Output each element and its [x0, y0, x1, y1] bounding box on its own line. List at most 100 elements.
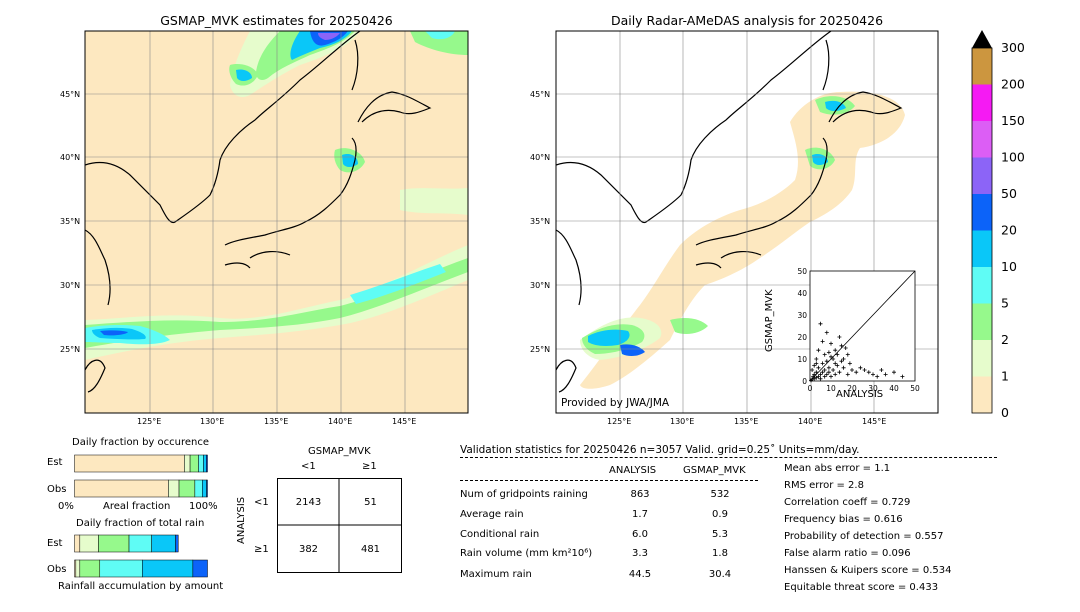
colorbar-box	[972, 340, 992, 377]
right-lon-label-135: 135°E	[734, 417, 759, 426]
amount-title: Daily fraction of total rain	[76, 518, 205, 529]
scatter-point	[810, 377, 815, 382]
right-lon-label-140: 140°E	[798, 417, 823, 426]
right-lat-label-35: 35°N	[530, 217, 551, 226]
scatter-point	[820, 361, 825, 366]
contingency-row-label-ge1: ≥1	[254, 544, 269, 555]
colorbar-tick-label: 10	[1001, 259, 1017, 274]
scatter-y-tick-label: 30	[797, 311, 807, 320]
scatter-point	[841, 357, 846, 361]
left-rain-areas	[85, 31, 468, 360]
stat-label-maximum: Maximum rain	[460, 569, 532, 580]
left-map	[84, 30, 469, 414]
right-map	[555, 30, 939, 414]
right-map-title: Daily Radar-AMeDAS analysis for 20250426	[610, 13, 884, 28]
right-lon-label-130: 130°E	[670, 417, 695, 426]
scatter-point	[818, 321, 823, 326]
fraction-segment	[178, 479, 196, 498]
scatter-point	[829, 354, 833, 359]
scatter-point	[835, 363, 840, 368]
occurrence-title: Daily fraction by occurence	[72, 437, 210, 448]
scatter-point	[892, 370, 896, 375]
colorbar-tick-label: 150	[1001, 113, 1025, 128]
left-lon-label-145: 145°E	[392, 417, 417, 426]
left-lon-label-135: 135°E	[264, 417, 289, 426]
scatter-inset: 00 10 10 20 20 30 30 40 40 50 50	[797, 267, 920, 393]
scatter-x-tick-label: 20	[847, 384, 857, 393]
contingency-cell-d: 481	[360, 544, 381, 555]
score-mean-abs-error: Mean abs error = 1.1	[784, 463, 891, 474]
right-lon-label-125: 125°E	[607, 417, 632, 426]
colorbar-extend-arrow	[972, 30, 992, 48]
fraction-segment	[175, 534, 179, 553]
scatter-point	[824, 372, 829, 377]
fraction-segment	[184, 454, 191, 473]
colorbar-tick-label: 300	[1001, 40, 1025, 55]
stat-analysis-maximum: 44.5	[628, 569, 652, 580]
stat-gsmap-conditional: 5.3	[712, 529, 728, 540]
fraction-segment	[74, 534, 81, 553]
left-lat-label-35: 35°N	[60, 217, 81, 226]
fraction-segment	[202, 479, 207, 498]
fraction-segment	[151, 534, 176, 553]
colorbar-box	[972, 157, 992, 194]
scatter-point	[814, 357, 819, 361]
contingency-grid	[277, 478, 402, 573]
colorbar-box	[972, 230, 992, 267]
scatter-point	[833, 361, 838, 366]
colorbar-box	[972, 303, 992, 340]
contingency-col-label-lt1: <1	[301, 461, 316, 472]
fraction-segment	[99, 559, 143, 578]
scatter-point	[812, 372, 817, 377]
occurrence-est-label: Est	[47, 457, 63, 468]
left-lon-label-140: 140°E	[328, 417, 353, 426]
scatter-point	[831, 368, 836, 372]
left-grid	[85, 31, 468, 413]
colorbar: 0 1 2 5 10 20 50 100 150 200 300	[971, 30, 1025, 420]
amount-est-label: Est	[47, 538, 63, 549]
left-coastline	[85, 31, 432, 393]
colorbar-tick-label: 20	[1001, 223, 1017, 238]
score-frequency-bias: Frequency bias = 0.616	[784, 514, 903, 525]
scatter-point	[826, 350, 831, 355]
contingency-col-header: GSMAP_MVK	[308, 446, 371, 457]
fraction-segment	[194, 479, 203, 498]
scatter-point	[900, 374, 905, 379]
right-lon-label-145: 145°E	[862, 417, 887, 426]
right-lat-label-25: 25°N	[530, 345, 551, 354]
scatter-point	[841, 365, 846, 370]
colorbar-tick-label: 0	[1001, 405, 1009, 420]
scatter-y-tick-label: 50	[797, 267, 807, 276]
contingency-cell-c: 382	[298, 544, 319, 555]
amount-chart	[74, 534, 208, 578]
scatter-point	[871, 372, 875, 377]
scatter-y-tick-label: 20	[797, 333, 807, 342]
scatter-point	[831, 357, 836, 361]
amount-caption: Rainfall accumulation by amount	[58, 581, 224, 592]
left-lon-label-125: 125°E	[137, 417, 162, 426]
contingency-row-header: ANALYSIS	[236, 496, 247, 544]
scatter-point	[818, 376, 823, 381]
scatter-point	[835, 352, 840, 357]
fraction-segment	[206, 454, 208, 473]
provided-by-label: Provided by JWA/JMA	[561, 397, 670, 409]
fraction-segment	[206, 479, 208, 498]
scatter-x-tick-label: 40	[889, 384, 899, 393]
left-lat-label-45: 45°N	[60, 90, 81, 99]
scatter-xlabel: ANALYSIS	[836, 389, 884, 400]
score-rms-error: RMS error = 2.8	[784, 480, 864, 491]
scatter-point	[854, 370, 859, 375]
scatter-point	[822, 352, 827, 357]
validation-header: Validation statistics for 20250426 n=305…	[460, 444, 860, 456]
right-lat-label-40: 40°N	[530, 153, 551, 162]
colorbar-box	[972, 267, 992, 304]
colorbar-box	[972, 376, 992, 413]
scatter-point	[812, 376, 817, 381]
scatter-point	[816, 365, 821, 370]
scatter-point	[820, 370, 825, 375]
scatter-point	[843, 346, 848, 350]
scatter-point	[883, 372, 888, 377]
left-map-frame	[84, 30, 469, 414]
fraction-segment	[74, 454, 185, 473]
scatter-point	[826, 365, 831, 370]
